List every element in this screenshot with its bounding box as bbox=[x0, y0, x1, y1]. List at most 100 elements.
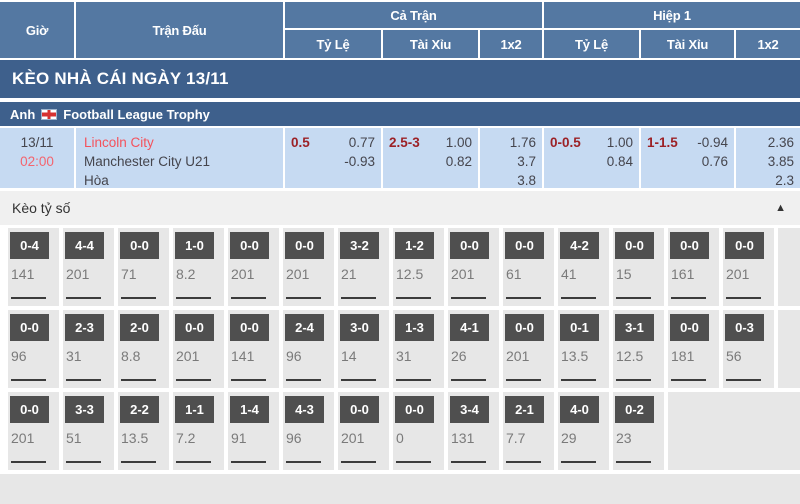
score-odds-cell[interactable]: 2-3 31 bbox=[63, 310, 114, 388]
h1-1x2-home[interactable]: 2.36 bbox=[767, 135, 794, 150]
score-box[interactable]: 0-0 bbox=[230, 314, 269, 341]
h1-over-under-cell[interactable]: 1-1.5 -0.94 0.76 bbox=[641, 128, 734, 188]
h1-handicap-cell[interactable]: 0-0.5 1.00 0.84 bbox=[544, 128, 639, 188]
score-odds-cell[interactable]: 0-0 96 bbox=[8, 310, 59, 388]
score-odds-cell[interactable]: 2-0 8.8 bbox=[118, 310, 169, 388]
score-odds-cell[interactable]: 3-2 21 bbox=[338, 228, 389, 306]
score-box[interactable]: 0-0 bbox=[10, 396, 49, 423]
score-box[interactable]: 0-0 bbox=[10, 314, 49, 341]
score-box[interactable]: 3-2 bbox=[340, 232, 379, 259]
h1-handicap-odds-away[interactable]: 0.84 bbox=[606, 154, 633, 169]
score-odds-cell[interactable]: 3-3 51 bbox=[63, 392, 114, 470]
ft-ou-odds-over[interactable]: 1.00 bbox=[445, 135, 472, 150]
ft-ou-odds[interactable]: 1.00 0.82 bbox=[446, 133, 472, 188]
score-box[interactable]: 0-2 bbox=[615, 396, 654, 423]
ft-handicap-odds-home[interactable]: 0.77 bbox=[348, 135, 375, 150]
score-box[interactable]: 0-0 bbox=[285, 232, 324, 259]
h1-ou-odds[interactable]: -0.94 0.76 bbox=[697, 133, 728, 188]
score-odds-cell[interactable]: 1-3 31 bbox=[393, 310, 444, 388]
score-box[interactable]: 0-0 bbox=[395, 396, 434, 423]
score-box[interactable]: 1-3 bbox=[395, 314, 434, 341]
score-box[interactable]: 0-0 bbox=[450, 232, 489, 259]
score-box[interactable]: 0-0 bbox=[615, 232, 654, 259]
score-box[interactable]: 0-0 bbox=[505, 232, 544, 259]
score-odds-cell[interactable]: 0-0 15 bbox=[613, 228, 664, 306]
score-odds-cell[interactable]: 4-3 96 bbox=[283, 392, 334, 470]
score-box[interactable]: 1-1 bbox=[175, 396, 214, 423]
ft-1x2-away[interactable]: 3.8 bbox=[517, 173, 536, 188]
ft-over-under-cell[interactable]: 2.5-3 1.00 0.82 bbox=[383, 128, 478, 188]
ft-ou-odds-under[interactable]: 0.82 bbox=[445, 154, 472, 169]
score-odds-cell[interactable]: 0-0 181 bbox=[668, 310, 719, 388]
score-odds-cell[interactable]: 1-1 7.2 bbox=[173, 392, 224, 470]
h1-1x2-cell[interactable]: 2.36 3.85 2.3 bbox=[736, 128, 800, 188]
score-odds-cell[interactable]: 2-1 7.7 bbox=[503, 392, 554, 470]
collapse-arrow-icon[interactable]: ▲ bbox=[775, 202, 786, 214]
ft-1x2-home[interactable]: 1.76 bbox=[509, 135, 536, 150]
score-box[interactable]: 4-4 bbox=[65, 232, 104, 259]
score-box[interactable]: 2-2 bbox=[120, 396, 159, 423]
score-odds-cell[interactable]: 2-2 13.5 bbox=[118, 392, 169, 470]
ft-1x2-draw[interactable]: 3.7 bbox=[517, 154, 536, 169]
score-odds-cell[interactable]: 1-4 91 bbox=[228, 392, 279, 470]
score-odds-cell[interactable]: 4-2 41 bbox=[558, 228, 609, 306]
score-box[interactable]: 1-0 bbox=[175, 232, 214, 259]
score-box[interactable]: 0-0 bbox=[670, 314, 709, 341]
score-box[interactable]: 0-0 bbox=[505, 314, 544, 341]
score-odds-cell[interactable]: 4-1 26 bbox=[448, 310, 499, 388]
score-odds-cell[interactable]: 0-0 0 bbox=[393, 392, 444, 470]
score-box[interactable]: 0-0 bbox=[120, 232, 159, 259]
score-box[interactable]: 2-1 bbox=[505, 396, 544, 423]
h1-ou-odds-over[interactable]: -0.94 bbox=[697, 135, 728, 150]
score-odds-cell[interactable]: 0-2 23 bbox=[613, 392, 664, 470]
score-odds-cell[interactable]: 3-1 12.5 bbox=[613, 310, 664, 388]
h1-handicap-odds[interactable]: 1.00 0.84 bbox=[607, 133, 633, 188]
score-box[interactable]: 4-3 bbox=[285, 396, 324, 423]
score-odds-cell[interactable]: 0-0 201 bbox=[338, 392, 389, 470]
score-box[interactable]: 4-1 bbox=[450, 314, 489, 341]
score-odds-cell[interactable]: 0-3 56 bbox=[723, 310, 774, 388]
score-box[interactable]: 4-0 bbox=[560, 396, 599, 423]
score-odds-cell[interactable]: 0-0 201 bbox=[173, 310, 224, 388]
score-odds-cell[interactable]: 0-0 201 bbox=[8, 392, 59, 470]
score-odds-cell[interactable]: 0-0 201 bbox=[283, 228, 334, 306]
score-box[interactable]: 0-0 bbox=[175, 314, 214, 341]
score-odds-cell[interactable]: 3-0 14 bbox=[338, 310, 389, 388]
score-odds-cell[interactable]: 1-2 12.5 bbox=[393, 228, 444, 306]
score-box[interactable]: 1-4 bbox=[230, 396, 269, 423]
h1-1x2-away[interactable]: 2.3 bbox=[775, 173, 794, 188]
score-box[interactable]: 0-3 bbox=[725, 314, 764, 341]
ft-handicap-odds-away[interactable]: -0.93 bbox=[344, 154, 375, 169]
league-bar[interactable]: Anh Football League Trophy bbox=[0, 102, 800, 126]
score-box[interactable]: 0-4 bbox=[10, 232, 49, 259]
score-box[interactable]: 0-0 bbox=[725, 232, 764, 259]
score-odds-cell[interactable]: 0-0 161 bbox=[668, 228, 719, 306]
score-odds-cell[interactable]: 0-4 141 bbox=[8, 228, 59, 306]
match-teams-cell[interactable]: Lincoln City Manchester City U21 Hòa bbox=[76, 128, 283, 188]
score-odds-cell[interactable]: 0-1 13.5 bbox=[558, 310, 609, 388]
score-odds-cell[interactable]: 0-0 201 bbox=[723, 228, 774, 306]
score-box[interactable]: 2-3 bbox=[65, 314, 104, 341]
score-odds-cell[interactable]: 0-0 201 bbox=[503, 310, 554, 388]
score-box[interactable]: 0-0 bbox=[670, 232, 709, 259]
score-odds-cell[interactable]: 2-4 96 bbox=[283, 310, 334, 388]
score-odds-cell[interactable]: 0-0 201 bbox=[228, 228, 279, 306]
score-box[interactable]: 3-0 bbox=[340, 314, 379, 341]
score-box[interactable]: 2-0 bbox=[120, 314, 159, 341]
ft-1x2-cell[interactable]: 1.76 3.7 3.8 bbox=[480, 128, 542, 188]
score-box[interactable]: 0-0 bbox=[340, 396, 379, 423]
h1-ou-odds-under[interactable]: 0.76 bbox=[701, 154, 728, 169]
score-odds-cell[interactable]: 4-0 29 bbox=[558, 392, 609, 470]
score-box[interactable]: 4-2 bbox=[560, 232, 599, 259]
score-odds-cell[interactable]: 0-0 141 bbox=[228, 310, 279, 388]
score-odds-cell[interactable]: 1-0 8.2 bbox=[173, 228, 224, 306]
score-odds-cell[interactable]: 3-4 131 bbox=[448, 392, 499, 470]
home-team[interactable]: Lincoln City bbox=[84, 135, 154, 150]
score-box[interactable]: 0-0 bbox=[230, 232, 269, 259]
h1-1x2-draw[interactable]: 3.85 bbox=[767, 154, 794, 169]
score-box[interactable]: 0-1 bbox=[560, 314, 599, 341]
h1-handicap-odds-home[interactable]: 1.00 bbox=[606, 135, 633, 150]
score-box[interactable]: 2-4 bbox=[285, 314, 324, 341]
ft-handicap-odds[interactable]: 0.77 -0.93 bbox=[344, 133, 375, 188]
score-box[interactable]: 3-4 bbox=[450, 396, 489, 423]
